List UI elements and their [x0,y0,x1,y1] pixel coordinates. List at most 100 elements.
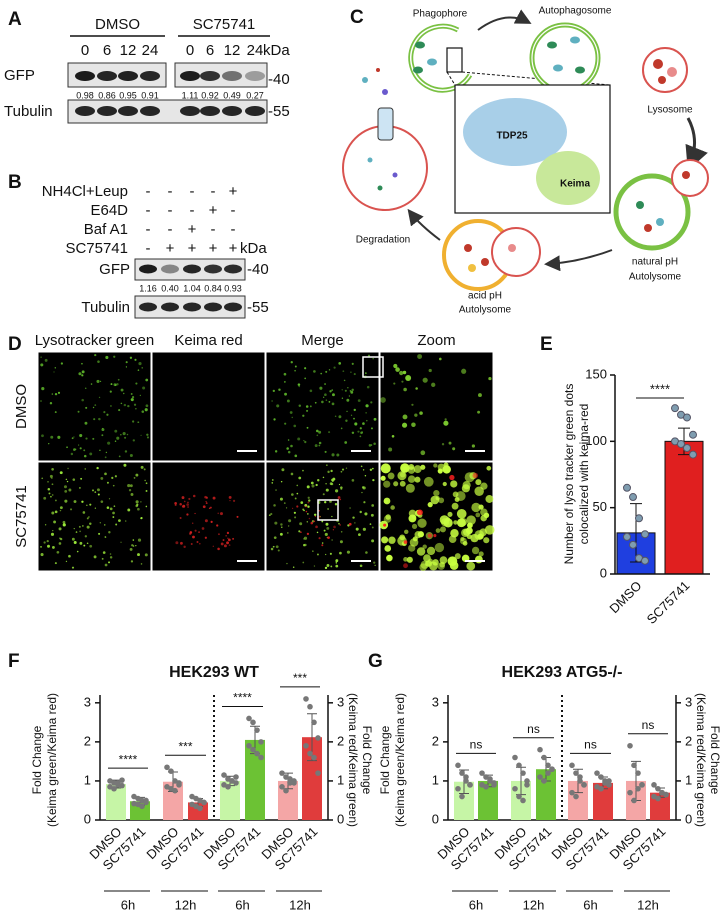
fluorescence-dot [351,388,354,392]
fluorescence-dot [335,489,339,493]
sign: - [211,183,216,200]
fluorescence-dot [321,520,324,523]
fluorescence-dot [81,500,84,503]
fluorescence-dot [463,528,471,536]
fluorescence-dot [189,532,192,535]
schematic: Phagophore Autophagosome Lysosome TDP25 … [342,6,709,316]
fluorescence-dot [285,507,288,509]
band [224,302,242,312]
fluorescence-dot [86,542,89,545]
fluorescence-dot [434,542,445,553]
blot [67,99,268,124]
fluorescence-dot [116,382,119,386]
fluorescence-dot [129,547,133,551]
fluorescence-dot [175,541,179,545]
label: Autolysome [459,305,512,316]
fluorescence-dot [331,389,334,391]
enzyme [682,171,690,179]
fluorescence-dot [123,392,125,395]
fluorescence-dot [351,431,355,435]
data-point [581,782,587,788]
data-point [594,770,600,776]
fluorescence-dot [317,479,320,482]
fluorescence-dot [309,389,313,393]
fluorescence-dot [114,429,118,433]
fluorescence-dot [357,430,360,433]
fluorescence-dot [321,542,324,544]
fluorescence-dot [486,465,492,471]
fluorescence-dot [268,514,271,517]
data-point [487,776,493,782]
data-point [303,696,309,702]
fluorescence-dot [130,398,134,402]
fluorescence-dot [438,497,445,504]
fluorescence-dot [336,453,340,457]
fluorescence-dot [374,564,376,567]
fluorescence-dot [89,522,92,526]
fluorescence-dot [144,479,146,482]
fluorescence-dot [309,405,312,408]
fluorescence-dot [383,515,392,523]
data-point [491,782,497,788]
data-point [139,803,145,810]
group-label: 6h [469,897,483,912]
fluorescence-dot [471,546,480,555]
sign: + [188,240,197,257]
fluorescence-dot [144,553,148,557]
fluorescence-dot [232,499,236,502]
band [224,264,242,274]
ratio: 0.27 [246,90,264,100]
fluorescence-dot [290,472,294,476]
fluorescence-dot [380,463,391,474]
kda: kDa [240,240,267,257]
fluorescence-dot [298,530,301,533]
data-point [629,540,637,549]
fluorescence-dot [411,523,418,530]
fluorescence-dot [305,510,308,513]
marker: -40 [268,71,290,88]
band [140,106,160,116]
fluorescence-dot [383,480,391,488]
fluorescence-dot [472,472,479,479]
bar [650,792,670,820]
fluorescence-dot [354,522,356,524]
fluorescence-dot [107,441,111,445]
fluorescence-dot [81,370,85,374]
fluorescence-dot [485,495,494,503]
channel-label: Keima red [174,332,242,349]
fluorescence-dot [325,522,329,526]
label: TDP25 [496,131,528,142]
fluorescence-dot [275,489,277,491]
band [140,71,160,81]
fluorescence-dot [106,506,110,509]
fluorescence-dot [133,477,136,479]
condition-label: DMSO [13,384,30,429]
fluorescence-dot [43,496,47,500]
data-point [635,514,643,523]
fluorescence-dot [70,508,73,511]
fluorescence-dot [365,404,369,408]
data-point [250,719,256,726]
fluorescence-dot [132,539,135,541]
fluorescence-dot [450,480,458,488]
fluorescence-dot [318,515,321,518]
fluorescence-dot [445,517,451,522]
fluorescence-dot [54,562,57,565]
fluorescence-dot [123,403,127,407]
fluorescence-dot [225,535,227,537]
fluorescence-dot [354,422,358,426]
data-point [315,735,321,741]
fluorescence-dot [399,471,406,478]
fluorescence-dot [370,444,373,446]
fluorescence-dot [307,496,310,499]
sign: - [146,221,151,238]
condition-label: SC75741 [13,485,30,548]
fluorescence-dot [102,551,106,554]
fluorescence-dot [477,410,481,414]
band [180,71,200,81]
fluorescence-dot [411,422,416,428]
fluorescence-dot [125,361,128,364]
fluorescence-dot [316,531,319,534]
y-axis-title: Fold Change [378,725,392,794]
fluorescence-dot [345,467,348,469]
